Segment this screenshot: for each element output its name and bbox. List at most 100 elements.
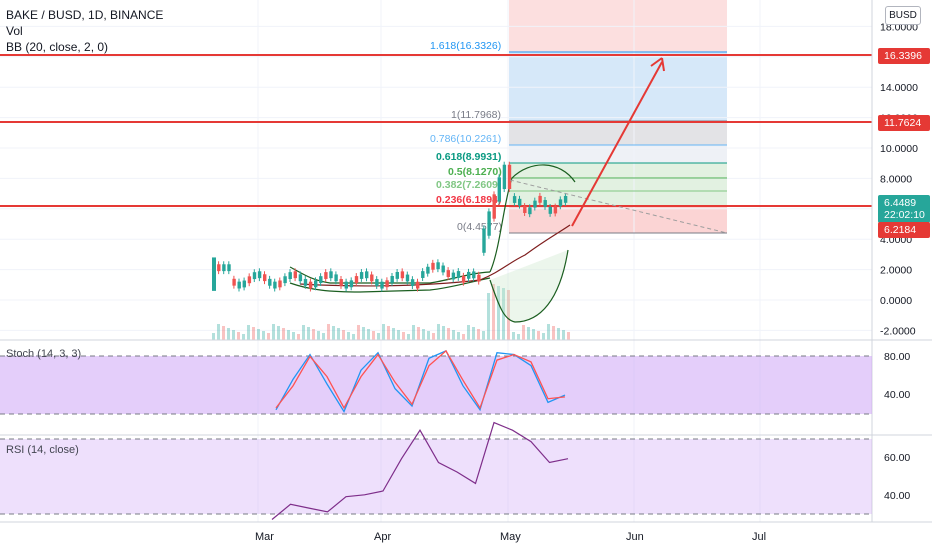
candle xyxy=(273,281,277,289)
fib-level-label: 0.236(6.1894) xyxy=(436,194,501,206)
candle xyxy=(446,270,450,277)
volume-bar xyxy=(372,331,375,340)
volume-bar xyxy=(282,328,285,340)
price-tag-top: 16.3396 xyxy=(878,48,930,64)
candle xyxy=(380,281,384,289)
candle xyxy=(263,274,267,282)
volume-bar xyxy=(357,325,360,340)
candle xyxy=(421,271,425,278)
x-tick-label: Jun xyxy=(626,531,644,543)
volume-bar xyxy=(522,325,525,340)
fib-level-label: 0(4.4577) xyxy=(457,221,502,233)
candle xyxy=(431,262,435,270)
volume-bar xyxy=(512,332,515,340)
volume-bar xyxy=(497,286,500,340)
volume-bar xyxy=(507,290,510,340)
x-tick-label: Mar xyxy=(255,531,274,543)
volume-bar xyxy=(272,324,275,340)
candle xyxy=(314,280,318,288)
volume-bar xyxy=(427,331,430,340)
candle xyxy=(293,271,297,279)
volume-bar xyxy=(472,327,475,340)
y-tick-label: -2.0000 xyxy=(880,325,916,337)
candle xyxy=(349,280,354,288)
volume-bar xyxy=(327,324,330,340)
candle xyxy=(533,200,537,208)
fib-level-label: 0.786(10.2261) xyxy=(430,133,501,145)
volume-bar xyxy=(437,324,440,340)
candle xyxy=(222,264,226,272)
x-tick-label: Jul xyxy=(752,531,766,543)
volume-bar xyxy=(482,331,485,340)
price-tag-mid: 11.7624 xyxy=(878,115,930,131)
bb-lower-early xyxy=(289,277,491,293)
candle xyxy=(252,272,257,280)
candle xyxy=(410,279,415,287)
volume-bar xyxy=(557,328,560,340)
volume-bar xyxy=(552,326,555,340)
candle xyxy=(308,281,313,289)
candle xyxy=(227,264,231,272)
candle xyxy=(247,276,252,284)
volume-bar xyxy=(287,330,290,340)
candle xyxy=(334,274,338,282)
volume-bar xyxy=(212,333,215,340)
volume-bar xyxy=(262,331,265,340)
volume-label: Vol xyxy=(6,24,23,38)
price-tag-low: 6.2184 xyxy=(878,222,930,238)
candle xyxy=(390,275,394,283)
stoch-tick-label: 40.00 xyxy=(884,389,910,401)
volume-bar xyxy=(237,332,240,340)
volume-bar xyxy=(412,325,415,340)
bb-upper-late xyxy=(489,164,576,273)
volume-bar xyxy=(407,334,410,340)
fib-level-label: 0.382(7.2609) xyxy=(436,179,501,191)
volume-bar xyxy=(302,325,305,340)
y-tick-label: 0.0000 xyxy=(880,295,912,307)
projection-extension-zone xyxy=(509,52,727,121)
volume-bar xyxy=(487,293,490,340)
fib-zone-0786-0618 xyxy=(509,145,727,163)
candle xyxy=(487,211,491,236)
dashed-trendline xyxy=(509,179,728,234)
candle xyxy=(441,265,445,273)
volume-bar xyxy=(337,328,340,340)
volume-bar xyxy=(542,333,545,340)
candle xyxy=(528,207,532,215)
volume-bar xyxy=(297,334,300,340)
candle xyxy=(385,280,389,288)
y-tick-label: 14.0000 xyxy=(880,82,918,94)
candle xyxy=(257,271,262,279)
candle xyxy=(497,177,501,202)
volume-bar xyxy=(277,326,280,340)
volume-bar xyxy=(517,334,520,340)
candle xyxy=(329,271,333,279)
volume-bar xyxy=(352,334,355,340)
candle xyxy=(303,278,308,286)
volume-bar xyxy=(562,330,565,340)
currency-button[interactable]: BUSD xyxy=(885,6,921,25)
candle xyxy=(467,271,471,279)
candle xyxy=(548,206,552,214)
volume-bar xyxy=(257,329,260,340)
candle xyxy=(217,264,221,272)
fib-level-label: 1.618(16.3326) xyxy=(430,40,501,52)
candle xyxy=(507,164,512,190)
volume-bar xyxy=(247,325,250,340)
candle xyxy=(400,271,405,279)
candle xyxy=(319,276,323,284)
candle xyxy=(512,196,517,203)
y-tick-label: 8.0000 xyxy=(880,173,912,185)
projection-arrow xyxy=(571,61,663,227)
candle xyxy=(298,274,303,282)
candle xyxy=(518,198,522,206)
candle xyxy=(492,194,496,219)
volume-bar xyxy=(312,329,315,340)
stoch-label: Stoch (14, 3, 3) xyxy=(6,348,82,360)
rsi-label: RSI (14, close) xyxy=(6,444,79,456)
volume-bar xyxy=(227,328,230,340)
fib-level-label: 0.618(8.9931) xyxy=(436,151,501,163)
volume-bar xyxy=(307,327,310,340)
candle xyxy=(365,271,369,279)
